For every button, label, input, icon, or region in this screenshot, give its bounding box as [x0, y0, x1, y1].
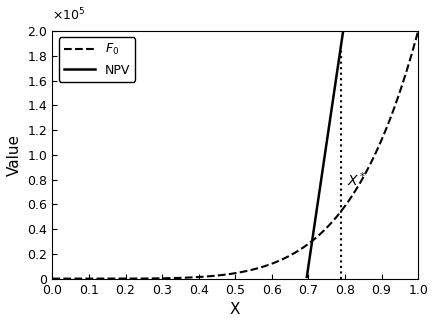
$F_0$: [341, 205, 346, 209]
Legend: $F_0$, NPV: $F_0$, NPV: [59, 37, 135, 82]
$F_0$: [87, 277, 92, 281]
Text: $\times10^5$: $\times10^5$: [52, 7, 85, 24]
Line: $F_0$: $F_0$: [52, 31, 417, 279]
$F_0$: [49, 277, 55, 281]
$F_0$: [197, 275, 202, 279]
NPV: [303, 275, 309, 279]
X-axis label: X: X: [230, 302, 240, 317]
Line: NPV: NPV: [306, 0, 417, 277]
NPV: [338, 42, 343, 46]
$F_0$: [300, 245, 306, 249]
Text: $X^*$: $X^*$: [346, 170, 365, 189]
$F_0$: [210, 274, 216, 278]
Y-axis label: Value: Value: [7, 134, 22, 176]
$F_0$: [414, 29, 420, 33]
$F_0$: [334, 214, 339, 217]
